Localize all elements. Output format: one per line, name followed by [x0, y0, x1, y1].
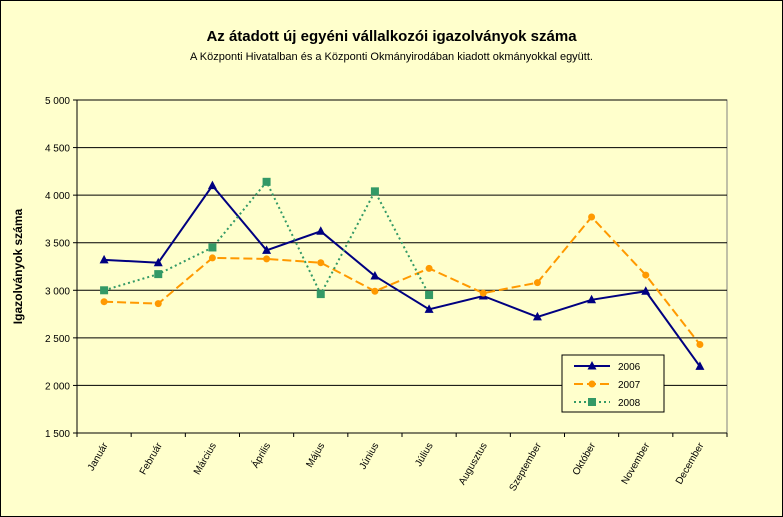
- x-tick-label: Július: [413, 441, 435, 469]
- legend-label-2008: 2008: [618, 398, 641, 409]
- x-tick-label: Február: [138, 440, 165, 476]
- data-point-2006: [424, 304, 434, 313]
- data-point-2006: [641, 286, 651, 295]
- y-axis-title: Igazolványok száma: [11, 208, 25, 324]
- y-tick-label: 5 000: [45, 96, 70, 107]
- data-point-2006: [262, 245, 272, 254]
- data-point-2008: [370, 187, 379, 196]
- data-point-2008: [425, 291, 434, 300]
- x-tick-label: Június: [358, 441, 382, 472]
- data-point-2008: [262, 177, 271, 186]
- data-point-2007: [588, 213, 596, 221]
- y-tick-label: 1 500: [45, 429, 70, 440]
- x-tick-label: Május: [304, 441, 327, 470]
- data-point-2006: [316, 226, 326, 235]
- data-point-2006: [207, 180, 217, 190]
- data-point-2007: [642, 271, 650, 279]
- data-point-2007: [479, 289, 487, 297]
- series-line-2007: [104, 215, 701, 346]
- data-point-2008: [100, 286, 109, 295]
- x-tick-label: Szeptember: [508, 440, 545, 493]
- y-tick-label: 4 000: [45, 191, 70, 202]
- data-point-2007: [371, 287, 379, 295]
- legend-marker-2008: [588, 398, 596, 406]
- x-tick-label: December: [674, 440, 707, 486]
- data-point-2008: [208, 243, 217, 252]
- data-point-2006: [370, 271, 380, 280]
- data-point-2007: [696, 341, 704, 349]
- data-point-2007: [317, 259, 325, 267]
- data-point-2007: [154, 300, 162, 308]
- data-point-2008: [316, 290, 325, 299]
- chart-subtitle: A Központi Hivatalban és a Központi Okmá…: [190, 51, 593, 63]
- x-tick-label: Április: [248, 440, 273, 470]
- x-tick-label: November: [620, 440, 653, 486]
- y-tick-label: 2 000: [45, 381, 70, 392]
- y-tick-label: 2 500: [45, 334, 70, 345]
- data-point-2006: [532, 311, 542, 321]
- data-point-2007: [208, 254, 216, 262]
- y-tick-label: 3 000: [45, 286, 70, 297]
- data-point-2007: [263, 255, 271, 263]
- data-point-2006: [153, 257, 163, 267]
- data-point-2007: [100, 298, 108, 306]
- y-tick-label: 4 500: [45, 144, 70, 155]
- data-point-2006: [587, 294, 597, 304]
- chart-title: Az átadott új egyéni vállalkozói igazolv…: [206, 28, 577, 45]
- legend-marker-2006: [587, 361, 597, 370]
- data-point-2008: [154, 270, 163, 279]
- x-tick-label: Október: [571, 440, 599, 477]
- data-point-2007: [533, 279, 541, 287]
- x-tick-label: Augusztus: [457, 441, 490, 487]
- y-tick-label: 3 500: [45, 239, 70, 250]
- x-tick-label: Március: [192, 441, 219, 477]
- data-point-2007: [425, 264, 433, 272]
- data-point-2006: [99, 254, 109, 264]
- series-line-2006: [104, 183, 701, 367]
- x-tick-label: Január: [86, 440, 111, 473]
- data-point-2006: [695, 361, 705, 370]
- legend-label-2007: 2007: [618, 380, 641, 391]
- legend-marker-2007: [588, 380, 596, 388]
- legend-label-2006: 2006: [618, 362, 641, 373]
